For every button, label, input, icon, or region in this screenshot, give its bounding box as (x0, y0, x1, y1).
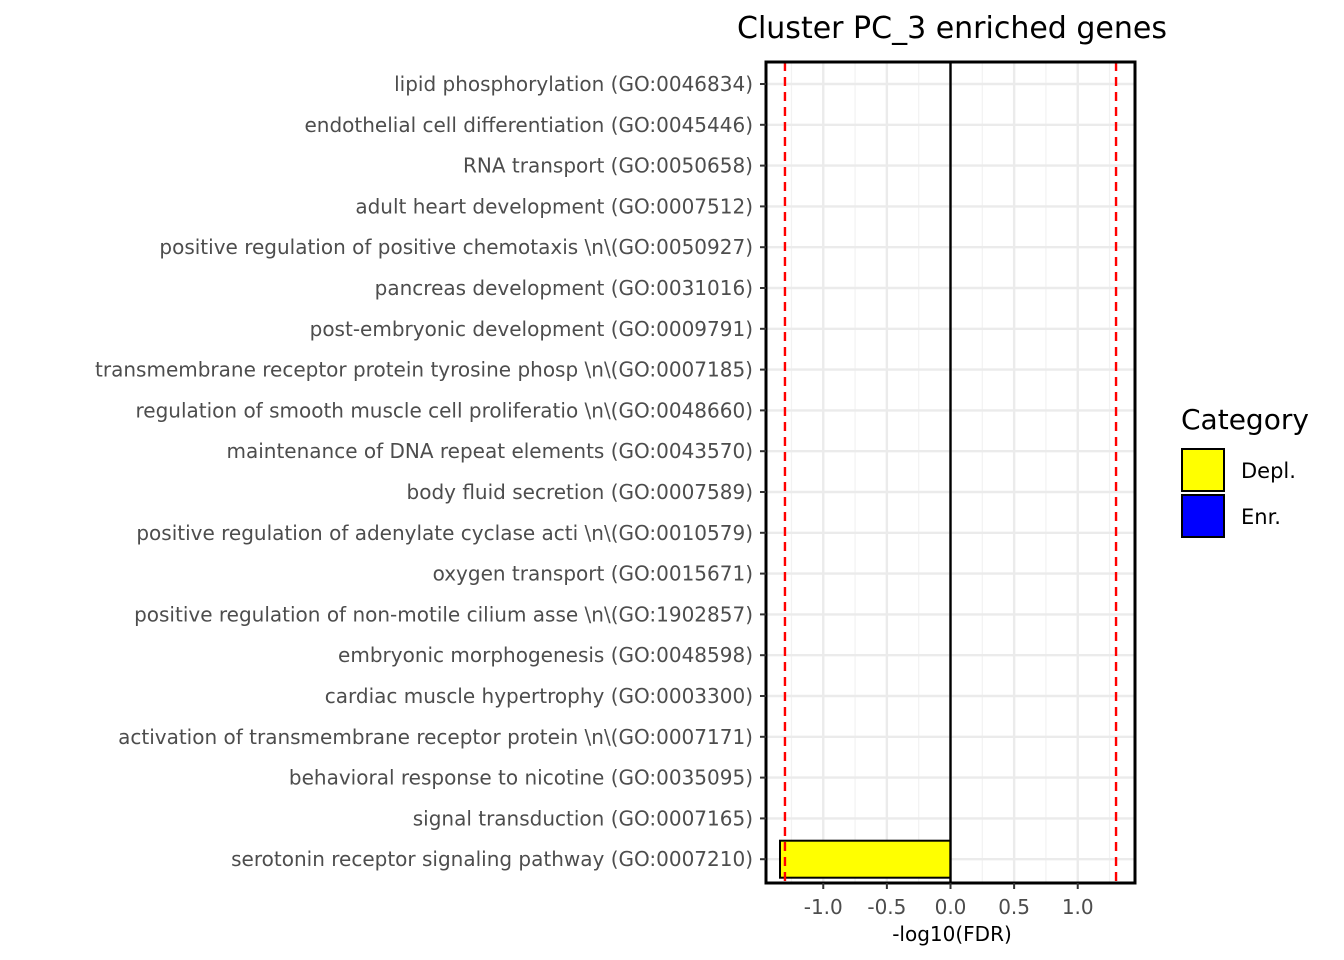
x-axis-title: -log10(FDR) (892, 922, 1012, 946)
x-tick-label: 0.0 (935, 895, 967, 919)
y-tick-label: body fluid secretion (GO:0007589) (407, 480, 753, 504)
y-tick-label: endothelial cell differentiation (GO:004… (304, 113, 753, 137)
x-tick-label: -1.0 (804, 895, 843, 919)
y-axis: lipid phosphorylation (GO:0046834) endoth… (95, 72, 766, 871)
y-tick-label: regulation of smooth muscle cell prolife… (136, 398, 754, 422)
legend-label: Enr. (1241, 505, 1281, 529)
y-tick-label: post-embryonic development (GO:0009791) (310, 317, 753, 341)
y-tick-label: signal transduction (GO:0007165) (413, 806, 753, 830)
y-tick-label: oxygen transport (GO:0015671) (433, 562, 753, 586)
y-tick-label: adult heart development (GO:0007512) (355, 194, 753, 218)
legend-label: Depl. (1241, 459, 1296, 483)
x-tick-label: -0.5 (867, 895, 906, 919)
legend: Category Depl. Enr. (1181, 403, 1309, 538)
chart-title: Cluster PC_3 enriched genes (737, 11, 1167, 46)
y-tick-label: positive regulation of positive chemotax… (159, 235, 753, 259)
legend-swatch (1181, 448, 1225, 492)
reference-lines (783, 62, 1118, 883)
y-tick-label: transmembrane receptor protein tyrosine … (95, 358, 753, 382)
y-tick-label: behavioral response to nicotine (GO:0035… (289, 766, 753, 790)
legend-swatch (1181, 494, 1225, 538)
y-tick-label: positive regulation of adenylate cyclase… (136, 521, 753, 545)
bar (778, 839, 952, 879)
y-tick-label: lipid phosphorylation (GO:0046834) (394, 72, 753, 96)
y-tick-label: serotonin receptor signaling pathway (GO… (231, 847, 753, 871)
y-tick-label: pancreas development (GO:0031016) (375, 276, 753, 300)
y-tick-label: embryonic morphogenesis (GO:0048598) (338, 643, 753, 667)
y-tick-label: activation of transmembrane receptor pro… (118, 725, 753, 749)
x-tick-label: 0.5 (998, 895, 1030, 919)
legend-items: Depl. Enr. (1181, 448, 1296, 538)
bars (778, 839, 952, 879)
x-axis: -1.0 -0.5 0.0 0.5 1.0 (804, 883, 1094, 919)
y-tick-label: positive regulation of non-motile cilium… (134, 602, 753, 626)
y-tick-label: cardiac muscle hypertrophy (GO:0003300) (325, 684, 753, 708)
y-tick-label: RNA transport (GO:0050658) (463, 154, 753, 178)
x-tick-label: 1.0 (1062, 895, 1094, 919)
legend-title: Category (1181, 403, 1309, 436)
y-tick-label: maintenance of DNA repeat elements (GO:0… (226, 439, 753, 463)
